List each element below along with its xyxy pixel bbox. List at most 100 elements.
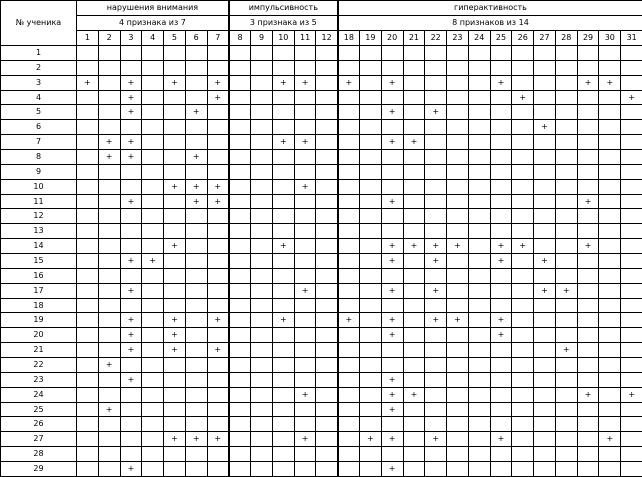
empty-cell	[229, 313, 251, 328]
empty-cell	[164, 358, 186, 373]
empty-cell	[403, 75, 425, 90]
table-row: 20++++	[1, 328, 642, 343]
empty-cell	[338, 358, 360, 373]
mark-cell: +	[120, 254, 142, 269]
empty-cell	[403, 46, 425, 61]
mark-cell: +	[98, 135, 120, 150]
empty-cell	[468, 387, 490, 402]
mark-cell: +	[77, 75, 99, 90]
empty-cell	[621, 224, 642, 239]
empty-cell	[185, 239, 207, 254]
empty-cell	[621, 254, 642, 269]
empty-cell	[555, 90, 577, 105]
empty-cell	[577, 358, 599, 373]
empty-cell	[316, 417, 338, 432]
mark-cell: +	[447, 239, 469, 254]
empty-cell	[98, 447, 120, 462]
student-number-cell: 27	[1, 432, 77, 447]
empty-cell	[490, 372, 512, 387]
empty-cell	[381, 268, 403, 283]
empty-cell	[512, 343, 534, 358]
empty-cell	[251, 135, 273, 150]
empty-cell	[621, 46, 642, 61]
empty-cell	[251, 313, 273, 328]
criterion-column-number: 2	[98, 31, 120, 46]
empty-cell	[621, 105, 642, 120]
empty-cell	[599, 105, 621, 120]
table-row: 12	[1, 209, 642, 224]
empty-cell	[98, 298, 120, 313]
empty-cell	[447, 150, 469, 165]
mark-cell: +	[621, 387, 642, 402]
empty-cell	[142, 194, 164, 209]
empty-cell	[447, 164, 469, 179]
empty-cell	[120, 417, 142, 432]
empty-cell	[468, 224, 490, 239]
empty-cell	[621, 358, 642, 373]
empty-cell	[468, 254, 490, 269]
empty-cell	[425, 164, 447, 179]
mark-cell: +	[185, 150, 207, 165]
empty-cell	[142, 343, 164, 358]
empty-cell	[512, 254, 534, 269]
mark-cell: +	[164, 239, 186, 254]
empty-cell	[360, 90, 382, 105]
empty-cell	[447, 268, 469, 283]
empty-cell	[468, 120, 490, 135]
empty-cell	[316, 209, 338, 224]
mark-cell: +	[207, 75, 229, 90]
student-number-cell: 7	[1, 135, 77, 150]
empty-cell	[490, 105, 512, 120]
table-row: 25++	[1, 402, 642, 417]
empty-cell	[229, 328, 251, 343]
empty-cell	[577, 254, 599, 269]
empty-cell	[338, 343, 360, 358]
mark-cell: +	[120, 343, 142, 358]
empty-cell	[272, 372, 294, 387]
empty-cell	[425, 150, 447, 165]
empty-cell	[98, 164, 120, 179]
empty-cell	[316, 60, 338, 75]
table-row: 15++++++	[1, 254, 642, 269]
empty-cell	[425, 358, 447, 373]
empty-cell	[512, 432, 534, 447]
empty-cell	[381, 298, 403, 313]
empty-cell	[360, 462, 382, 477]
table-row: 26	[1, 417, 642, 432]
student-number-cell: 2	[1, 60, 77, 75]
empty-cell	[403, 417, 425, 432]
student-number-cell: 3	[1, 75, 77, 90]
empty-cell	[316, 194, 338, 209]
table-row: 5++++	[1, 105, 642, 120]
empty-cell	[251, 224, 273, 239]
mark-cell: +	[512, 239, 534, 254]
empty-cell	[555, 402, 577, 417]
empty-cell	[534, 239, 556, 254]
criterion-column-number: 21	[403, 31, 425, 46]
empty-cell	[294, 462, 316, 477]
student-number-cell: 5	[1, 105, 77, 120]
empty-cell	[468, 328, 490, 343]
empty-cell	[577, 179, 599, 194]
empty-cell	[294, 298, 316, 313]
empty-cell	[229, 46, 251, 61]
empty-cell	[229, 209, 251, 224]
empty-cell	[425, 343, 447, 358]
empty-cell	[490, 194, 512, 209]
empty-cell	[555, 268, 577, 283]
empty-cell	[229, 90, 251, 105]
empty-cell	[555, 239, 577, 254]
mark-cell: +	[490, 239, 512, 254]
empty-cell	[316, 120, 338, 135]
empty-cell	[512, 313, 534, 328]
mark-cell: +	[120, 462, 142, 477]
empty-cell	[555, 105, 577, 120]
empty-cell	[142, 75, 164, 90]
empty-cell	[207, 283, 229, 298]
empty-cell	[294, 268, 316, 283]
empty-cell	[490, 387, 512, 402]
empty-cell	[338, 135, 360, 150]
empty-cell	[142, 209, 164, 224]
empty-cell	[468, 462, 490, 477]
empty-cell	[577, 268, 599, 283]
